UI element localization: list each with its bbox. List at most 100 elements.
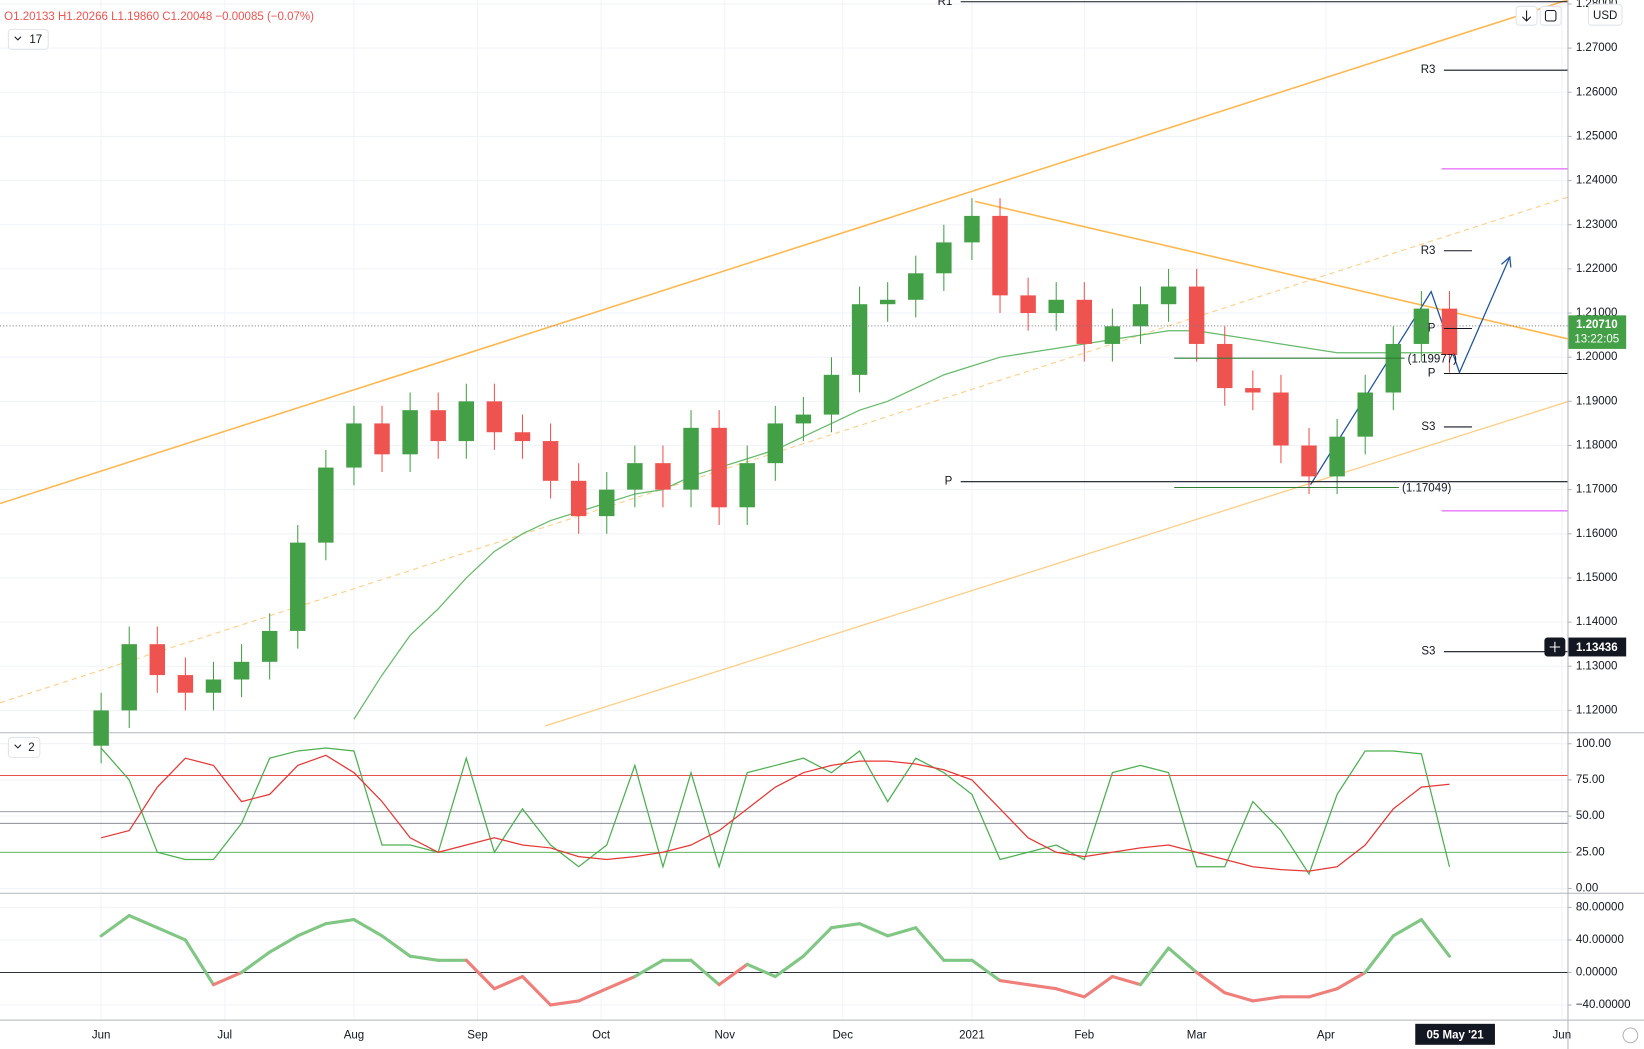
candle-body [1132, 304, 1149, 327]
y-tick-label: 1.27000 [1576, 42, 1618, 54]
momentum-segment [970, 958, 1002, 983]
candle-body [93, 710, 109, 746]
y-tick-label: 0.00000 [1576, 967, 1618, 979]
candle-body [177, 675, 194, 693]
icon [1522, 10, 1532, 22]
indicator-count[interactable]: 2 [28, 742, 34, 754]
y-tick-label: 1.14000 [1576, 616, 1618, 628]
momentum-segment [268, 934, 300, 954]
momentum-segment [1054, 987, 1086, 999]
momentum-segment [605, 974, 637, 991]
arrow-head [1500, 255, 1512, 268]
y-tick-label: 1.24000 [1576, 175, 1618, 187]
last-price: 1.20710 [1576, 319, 1618, 331]
momentum-segment [829, 922, 862, 930]
y-tick-label: −40.00000 [1576, 999, 1631, 1011]
trend-line [0, 196, 1568, 704]
candle-body [205, 679, 222, 693]
y-tick-label: 1.26000 [1576, 86, 1618, 98]
crosshair-date: 05 May '21 [1427, 1029, 1485, 1041]
level-label: R3 [1421, 64, 1436, 76]
candle-body [1160, 286, 1177, 305]
indicator-count[interactable]: 17 [29, 34, 42, 46]
candle-body [233, 661, 250, 680]
momentum-segment [296, 922, 328, 938]
y-tick-label: 1.13000 [1576, 660, 1618, 672]
x-tick-label: 2021 [959, 1029, 985, 1041]
y-tick-label: 0.00 [1576, 883, 1598, 895]
candle-body [795, 414, 812, 424]
level-label: S3 [1421, 421, 1435, 433]
level-label: R3 [1421, 245, 1436, 257]
candle-body [964, 215, 980, 243]
candle-body [711, 427, 727, 508]
candle-body [1076, 299, 1093, 344]
candle-body [1020, 295, 1036, 314]
momentum-segment [352, 918, 384, 938]
y-tick-label: 40.00000 [1576, 934, 1624, 946]
reset-button[interactable] [1539, 5, 1562, 26]
momentum-segment [240, 950, 272, 975]
candle-body [683, 427, 699, 490]
indicator-toggle[interactable] [7, 736, 41, 758]
candle-body [879, 299, 896, 305]
momentum-segment [155, 926, 187, 942]
momentum-segment [1110, 974, 1143, 987]
trend-line [545, 401, 1568, 727]
x-tick-label: Jun [1553, 1029, 1572, 1041]
crosshair-price-tag [1568, 637, 1627, 657]
candle-body [402, 410, 418, 455]
chevron [14, 36, 22, 41]
y-tick-label: 1.15000 [1576, 572, 1618, 584]
currency-box[interactable] [1587, 3, 1623, 26]
x-tick-label: Jun [92, 1029, 111, 1041]
momentum-segment [99, 913, 131, 938]
momentum-segment [577, 987, 609, 1003]
last-price-tag [1568, 315, 1627, 349]
momentum-segment [1251, 995, 1283, 1003]
momentum-segment [1307, 987, 1339, 999]
candle-body [514, 432, 531, 442]
grid [0, 0, 1568, 1020]
y-tick-label: 1.16000 [1576, 528, 1618, 540]
level-label: P [1428, 323, 1436, 335]
y-tick-label: 1.19000 [1576, 395, 1618, 407]
candle-body [149, 644, 166, 676]
candle-body [1048, 299, 1064, 314]
candle-body [1357, 392, 1373, 437]
candle-body [627, 463, 643, 490]
momentum-segment [520, 974, 553, 1007]
momentum-segment [689, 958, 721, 987]
trend-line [974, 200, 1568, 340]
momentum-segment [998, 979, 1030, 987]
momentum-segment [408, 954, 440, 962]
crosshair-date-box [1415, 1023, 1495, 1045]
candle-body [851, 304, 868, 375]
plus-icon [1549, 641, 1561, 653]
auto-scale[interactable] [1622, 1027, 1639, 1044]
candle-body [599, 489, 615, 517]
momentum-segment [801, 926, 834, 958]
x-tick-label: Dec [832, 1029, 853, 1041]
momentum-segment [492, 974, 525, 991]
x-tick-label: Apr [1317, 1029, 1335, 1041]
candle-body [1441, 308, 1458, 355]
candle-body [121, 644, 137, 711]
currency[interactable]: USD [1593, 10, 1617, 22]
y-tick-label: 1.22000 [1576, 263, 1618, 275]
candle-body [936, 242, 952, 274]
x-tick-label: Sep [467, 1029, 487, 1041]
momentum-segment [380, 934, 412, 958]
indicator-toggle[interactable] [7, 28, 49, 50]
candle-body [1385, 343, 1402, 393]
candle-body [346, 423, 362, 468]
countdown: 13:22:05 [1574, 334, 1619, 346]
candle-body [992, 215, 1008, 296]
momentum-segment [1167, 946, 1199, 975]
x-tick-label: Mar [1187, 1029, 1207, 1041]
candle-body [1245, 388, 1261, 393]
candle-body [261, 630, 278, 662]
level-label: (1.17049) [1402, 483, 1451, 495]
indicator-line [353, 330, 1450, 720]
